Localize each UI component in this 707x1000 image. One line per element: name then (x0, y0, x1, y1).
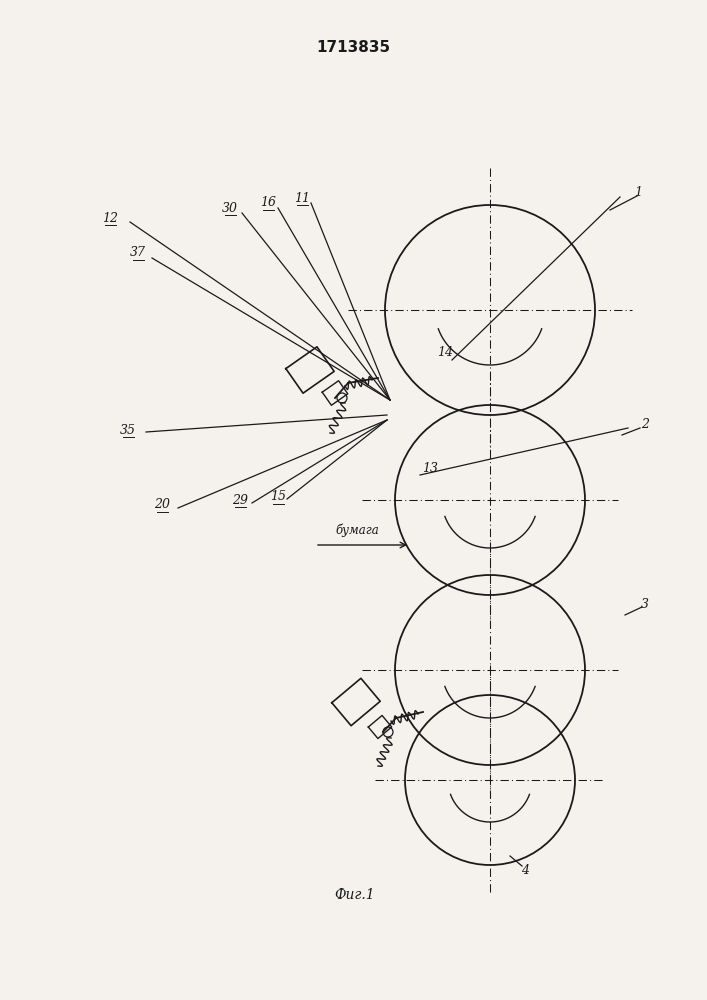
Text: 35: 35 (120, 424, 136, 436)
Text: 4: 4 (521, 863, 529, 876)
Text: 3: 3 (641, 597, 649, 610)
Text: бумага: бумага (335, 524, 379, 537)
Text: 1: 1 (634, 186, 642, 198)
Text: 30: 30 (222, 202, 238, 215)
Text: 2: 2 (641, 418, 649, 432)
Text: 20: 20 (154, 498, 170, 512)
Text: 11: 11 (294, 192, 310, 205)
Text: Фиг.1: Фиг.1 (334, 888, 375, 902)
Text: 37: 37 (130, 246, 146, 259)
Text: 29: 29 (232, 493, 248, 506)
Text: 12: 12 (102, 212, 118, 225)
Text: 14: 14 (437, 346, 453, 359)
Text: 15: 15 (270, 490, 286, 504)
Text: 16: 16 (260, 196, 276, 210)
Text: 13: 13 (422, 462, 438, 475)
Text: 1713835: 1713835 (317, 40, 390, 55)
